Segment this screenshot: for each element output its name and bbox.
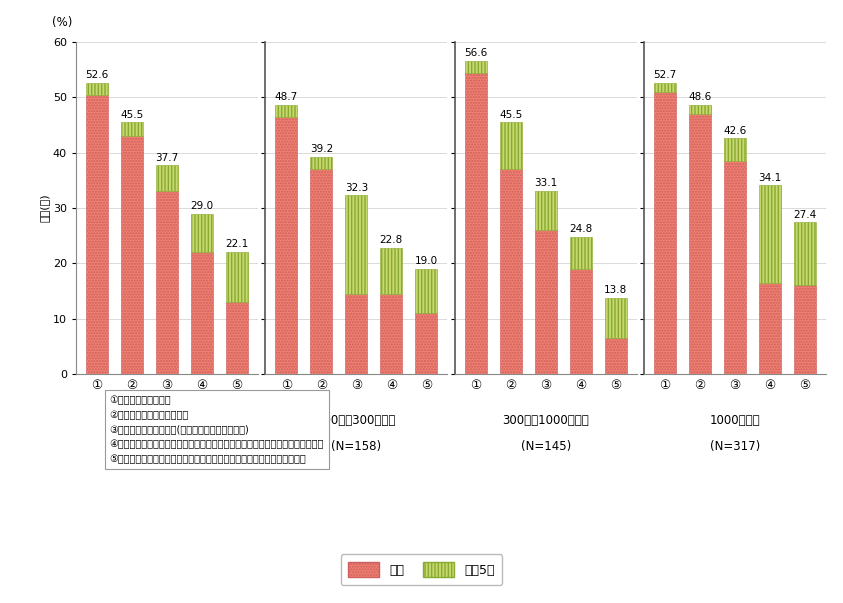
Text: (N=317): (N=317) (710, 440, 760, 453)
Text: 39.2: 39.2 (309, 144, 333, 154)
Bar (690, 105, 711, 114)
Bar (156, 191, 178, 374)
Bar (760, 185, 781, 283)
Bar (380, 248, 402, 294)
Bar (724, 138, 746, 161)
Bar (380, 294, 402, 374)
Text: 56.6: 56.6 (464, 48, 487, 58)
Bar (690, 114, 711, 374)
Y-axis label: 割合(回): 割合(回) (40, 194, 50, 223)
Bar (86, 95, 108, 374)
Bar (654, 92, 676, 374)
Text: 52.7: 52.7 (653, 70, 677, 80)
Bar (724, 161, 746, 374)
Text: 22.8: 22.8 (379, 235, 403, 245)
Text: 34.1: 34.1 (759, 172, 781, 183)
Bar (310, 169, 332, 374)
Bar (226, 302, 248, 374)
Bar (794, 223, 816, 285)
Text: 13.8: 13.8 (604, 285, 627, 295)
Text: (N=145): (N=145) (521, 440, 571, 453)
Bar (346, 294, 368, 374)
Bar (605, 338, 626, 374)
Text: 32.3: 32.3 (345, 183, 368, 192)
Bar (464, 72, 486, 374)
Text: 52.6: 52.6 (85, 71, 109, 80)
Text: 全体: 全体 (160, 414, 174, 427)
Text: 100人～300人未満: 100人～300人未満 (317, 414, 396, 427)
Text: 300人～1000人未満: 300人～1000人未満 (502, 414, 589, 427)
Bar (794, 285, 816, 374)
Legend: 現在, 今後5年: 現在, 今後5年 (341, 554, 502, 585)
Bar (86, 83, 108, 95)
Bar (760, 283, 781, 374)
Bar (500, 122, 522, 169)
Bar (226, 251, 248, 302)
Bar (276, 105, 297, 117)
Bar (464, 61, 486, 72)
Text: 24.8: 24.8 (569, 224, 593, 234)
Text: 27.4: 27.4 (793, 210, 817, 219)
Bar (605, 297, 626, 338)
Bar (191, 213, 212, 252)
Text: 48.7: 48.7 (275, 92, 298, 102)
Bar (416, 269, 438, 313)
Bar (276, 117, 297, 374)
Text: (N=620): (N=620) (142, 440, 192, 453)
Bar (570, 269, 592, 374)
Text: 48.6: 48.6 (689, 92, 711, 103)
Bar (534, 230, 556, 374)
Text: 1000人以上: 1000人以上 (710, 414, 760, 427)
Bar (570, 237, 592, 269)
Bar (500, 169, 522, 374)
Text: 37.7: 37.7 (155, 153, 179, 163)
Bar (310, 157, 332, 169)
Text: 22.1: 22.1 (225, 239, 249, 249)
Bar (121, 136, 142, 374)
Text: (N=158): (N=158) (331, 440, 381, 453)
Text: 29.0: 29.0 (191, 201, 213, 211)
Text: 45.5: 45.5 (499, 110, 523, 119)
Bar (191, 252, 212, 374)
Text: 42.6: 42.6 (723, 125, 747, 136)
Text: 33.1: 33.1 (534, 178, 557, 188)
Bar (156, 165, 178, 191)
Text: (%): (%) (52, 16, 72, 29)
Text: ①データの収集・蓄穏
②データ分析による現状把握
③データ分析による予測(業績・実績・在庫管理等)
④データ分析の結果を活用した対応の迅速化やオペレーション等業: ①データの収集・蓄穏 ②データ分析による現状把握 ③データ分析による予測(業績・… (110, 395, 324, 464)
Bar (534, 191, 556, 230)
Bar (654, 83, 676, 92)
Bar (121, 122, 142, 136)
Bar (346, 195, 368, 294)
Text: 19.0: 19.0 (415, 256, 438, 266)
Bar (416, 313, 438, 374)
Text: 45.5: 45.5 (121, 110, 143, 119)
